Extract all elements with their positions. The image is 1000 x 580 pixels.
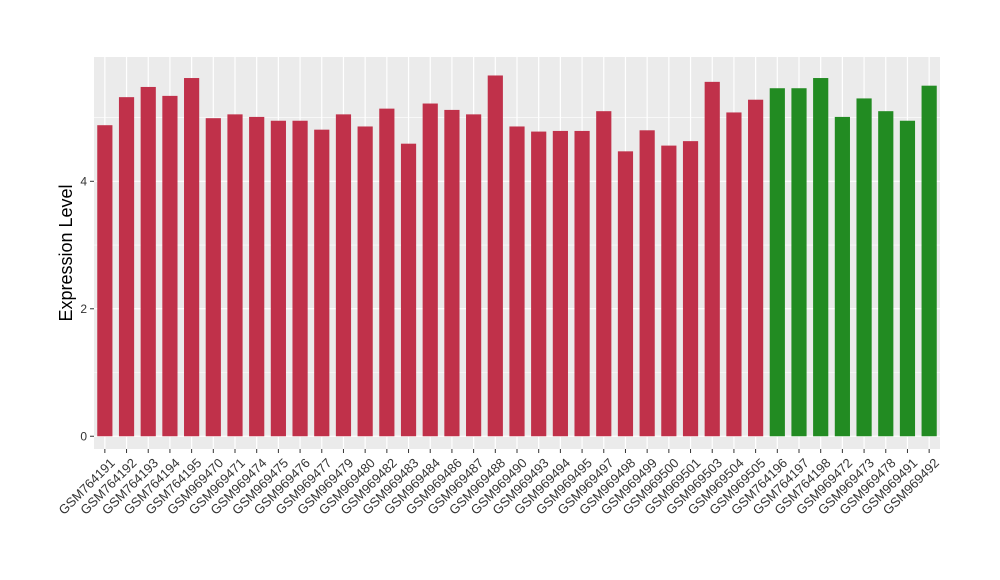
bar-GSM969475 — [270, 120, 286, 437]
bar-GSM969505 — [748, 99, 764, 437]
bar-GSM969490 — [509, 126, 525, 437]
bar-GSM969477 — [314, 129, 330, 437]
bar-GSM764196 — [769, 88, 785, 437]
y-tick-label: 0 — [80, 429, 87, 443]
bar-GSM969482 — [379, 108, 395, 437]
bar-GSM969495 — [574, 130, 590, 437]
bar-GSM969493 — [531, 131, 547, 437]
bar-GSM764192 — [118, 97, 135, 437]
bar-GSM969498 — [617, 151, 634, 437]
x-axis: GSM764191GSM764192GSM764193GSM764194GSM7… — [56, 449, 942, 518]
bar-GSM969494 — [552, 130, 568, 437]
bar-GSM969486 — [444, 109, 460, 437]
bar-GSM764195 — [184, 78, 200, 437]
bar-GSM764194 — [162, 95, 178, 437]
bar-GSM969487 — [466, 114, 482, 437]
bar-GSM969499 — [639, 130, 655, 437]
y-axis-title: Expression Level — [56, 184, 76, 321]
bar-GSM969479 — [335, 114, 352, 437]
bar-GSM969497 — [596, 111, 612, 437]
bar-GSM969492 — [921, 85, 937, 437]
bar-GSM969478 — [878, 111, 894, 437]
bar-GSM969503 — [704, 81, 720, 437]
bar-GSM969504 — [726, 112, 742, 437]
bar-GSM969500 — [661, 145, 677, 437]
bar-GSM764198 — [813, 78, 829, 437]
y-tick-label: 4 — [80, 174, 87, 188]
bar-GSM969484 — [422, 103, 438, 437]
bar-GSM969470 — [205, 118, 221, 437]
bar-GSM969472 — [834, 116, 850, 437]
bar-GSM764191 — [97, 125, 113, 437]
bar-GSM969471 — [227, 114, 243, 437]
bar-GSM764197 — [791, 88, 807, 437]
bar-GSM969473 — [856, 98, 872, 437]
y-tick-label: 2 — [80, 302, 87, 316]
bar-GSM969501 — [682, 141, 699, 437]
bar-GSM969480 — [357, 126, 373, 437]
bar-GSM764193 — [140, 86, 156, 437]
bar-GSM969474 — [249, 116, 265, 437]
bars — [97, 75, 937, 437]
bar-GSM969488 — [487, 75, 503, 437]
bar-GSM969483 — [400, 143, 417, 437]
y-axis: 0 2 4 — [80, 174, 94, 443]
bar-GSM969476 — [292, 120, 308, 437]
bar-GSM969491 — [899, 120, 916, 437]
